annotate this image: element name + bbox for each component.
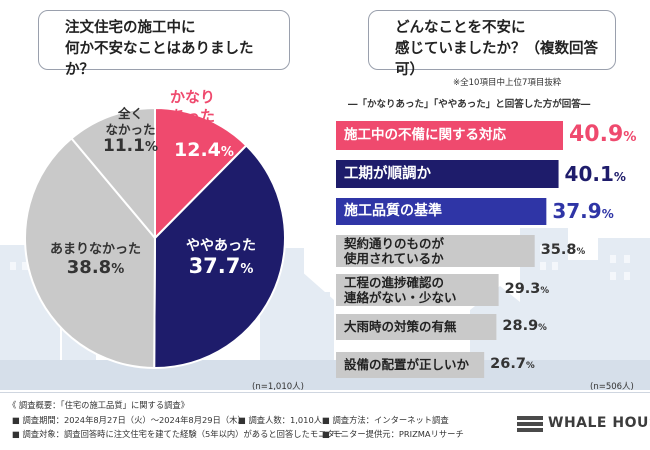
bar-value-number-3: 35.8 xyxy=(540,242,577,258)
bar-value-unit-5: % xyxy=(538,323,547,333)
bar-value-4: 29.3% xyxy=(505,281,550,297)
bar-value-2: 37.9% xyxy=(552,199,613,223)
pie-label-yaya: ややあった 37.7% xyxy=(186,238,256,279)
footer-divider xyxy=(0,392,650,393)
bar-label-0-line-0: 施工中の不備に関する対応 xyxy=(344,127,506,143)
bar-value-number-4: 29.3 xyxy=(504,281,541,297)
pie-label-mattaku-text-1: 全く xyxy=(117,106,143,121)
pie-n-label: (n=1,010人) xyxy=(252,382,304,392)
bar-n-label: (n=506人) xyxy=(590,382,634,392)
right-question-line-2: 感じていましたか？（複数回答可） xyxy=(395,41,598,78)
bar-label-1: 工期が順調か xyxy=(344,160,431,188)
footer-provider: ■ モニター提供元：PRIZMAリサーチ xyxy=(322,429,464,439)
bar-label-4-line-0: 工程の進捗確認の xyxy=(344,275,445,290)
bar-label-2-line-0: 施工品質の基準 xyxy=(344,203,442,219)
bar-5 xyxy=(336,314,497,340)
pie-label-amari-text: あまりなかった xyxy=(50,242,142,257)
footer-method: ■ 調査方法：インターネット調査 xyxy=(322,415,449,425)
bar-label-5-line-0: 大雨時の対策の有無 xyxy=(344,319,457,334)
pie-value-amari-number: 38.8 xyxy=(66,256,112,278)
pie-label-kanari-text-1: かなり xyxy=(170,88,216,106)
pie-label-kanari: かなり あった xyxy=(170,88,215,126)
bar-label-3-line-0: 契約通りのものが xyxy=(344,236,445,251)
bar-value-number-6: 26.7 xyxy=(490,356,526,372)
footer-people: ■ 調査人数：1,010人 xyxy=(238,415,323,425)
pie-value-kanari-number: 12.4 xyxy=(174,139,221,161)
pie-value-kanari: 12.4% xyxy=(174,139,234,161)
bar-label-6: 設備の配置が正しいか xyxy=(344,352,469,378)
right-question-box: どんなことを不安に 感じていましたか？（複数回答可） xyxy=(368,10,616,78)
bar-value-5: 28.9% xyxy=(502,318,547,334)
bar-value-number-2: 37.9 xyxy=(552,199,602,224)
bar-label-4-line-1: 連絡がない・少ない xyxy=(344,290,457,305)
bar-4 xyxy=(336,274,499,306)
bar-value-0: 40.9% xyxy=(569,122,637,147)
bar-3 xyxy=(336,235,535,267)
bar-label-4: 工程の進捗確認の 連絡がない・少ない xyxy=(344,275,457,305)
footer-target: ■ 調査対象：調査回答時に注文住宅を建てた経験（5年以内）があると回答したモニタ… xyxy=(12,429,344,439)
pie-slice-0 xyxy=(154,106,248,241)
right-note: ※全10項目中上位7項目抜粋 xyxy=(453,78,562,88)
bar-value-unit-1: % xyxy=(613,169,626,184)
bar-value-unit-0: % xyxy=(623,129,637,145)
bar-value-number-0: 40.9 xyxy=(568,121,624,147)
bar-label-1-line-0: 工期が順調か xyxy=(344,166,431,182)
left-question-line-1: 注文住宅の施工中に xyxy=(65,20,196,36)
pie-label-kanari-text-2: あった xyxy=(170,106,216,125)
pie-slice-3 xyxy=(70,106,156,241)
whale-house-logo-icon xyxy=(517,416,543,432)
bar-label-3: 契約通りのものが 使用されているか xyxy=(344,236,444,266)
bar-value-number-5: 28.9 xyxy=(502,318,539,334)
bar-value-unit-6: % xyxy=(525,361,535,371)
pie-value-mattaku-number: 11.1 xyxy=(103,136,145,157)
bar-value-1: 40.1% xyxy=(565,162,626,186)
bar-label-2: 施工品質の基準 xyxy=(344,198,442,225)
pie-value-yaya-number: 37.7 xyxy=(188,254,241,279)
bar-2 xyxy=(336,198,547,225)
bar-label-5: 大雨時の対策の有無 xyxy=(344,314,457,340)
pie-slice-1 xyxy=(153,144,286,369)
left-question-box: 注文住宅の施工中に 何か不安なことはありましたか？ xyxy=(38,10,290,78)
bar-6 xyxy=(336,352,485,378)
right-question-line-1: どんなことを不安に xyxy=(395,20,526,36)
brand-name: WHALE HOUSE xyxy=(548,415,650,431)
bar-value-3: 35.8% xyxy=(541,242,586,258)
bar-label-3-line-1: 使用されているか xyxy=(344,251,444,266)
bar-value-6: 26.7% xyxy=(490,356,535,372)
pie-slice-2 xyxy=(24,136,157,370)
pie-label-mattaku-text-2: なかった xyxy=(105,121,156,137)
footer-title: 《 調査概要：「住宅の施工品質」に関する調査》 xyxy=(8,400,190,410)
pie-label-yaya-text: ややあった xyxy=(186,238,256,254)
bar-value-unit-4: % xyxy=(540,286,550,296)
bar-label-6-line-0: 設備の配置が正しいか xyxy=(344,357,470,372)
left-question-line-2: 何か不安なことはありましたか？ xyxy=(65,41,254,78)
pie-label-amari: あまりなかった 38.8% xyxy=(50,242,142,278)
bar-value-unit-3: % xyxy=(576,247,586,257)
bar-1 xyxy=(336,160,559,188)
right-subtitle: ―「かなりあった」「ややあった」と回答した方が回答― xyxy=(348,99,591,110)
bar-0 xyxy=(336,121,563,150)
pie-label-mattaku: 全く なかった 11.1% xyxy=(103,106,158,157)
bar-value-unit-2: % xyxy=(601,207,614,222)
bar-label-0: 施工中の不備に関する対応 xyxy=(344,121,506,150)
bar-value-number-1: 40.1 xyxy=(564,161,614,186)
footer-period: ■ 調査期間：2024年8月27日（火）～2024年8月29日（木） xyxy=(12,415,246,425)
